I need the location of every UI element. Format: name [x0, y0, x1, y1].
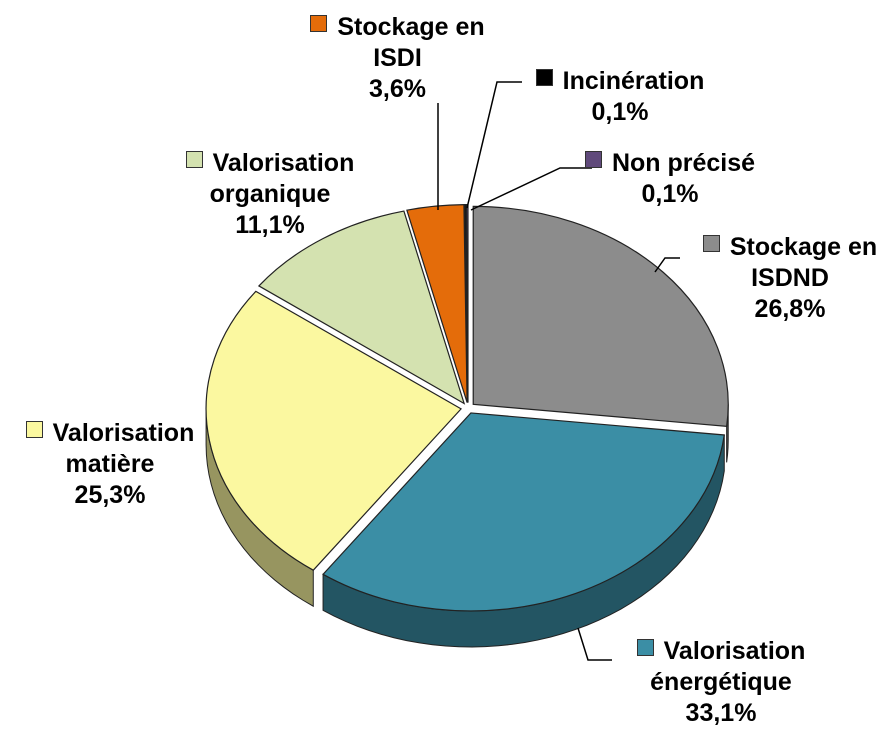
leader-line	[654, 257, 680, 273]
category-label: Incinération	[562, 67, 705, 95]
category-label: Stockage en ISDI	[337, 13, 485, 72]
data-label: Valorisation organique 11,1%	[150, 148, 390, 241]
legend-swatch	[636, 639, 654, 656]
leader-line	[577, 627, 612, 661]
legend-swatch	[535, 69, 553, 86]
value-label: 11,1%	[235, 211, 305, 239]
slice	[472, 205, 729, 428]
data-label: Valorisation énergétique 33,1%	[596, 636, 846, 729]
slice	[257, 210, 466, 405]
data-label: Stockage en ISDND 26,8%	[690, 232, 890, 325]
legend-swatch	[185, 151, 203, 168]
value-label: 3,6%	[369, 75, 426, 103]
data-label: Valorisation matière 25,3%	[0, 418, 220, 511]
leader-line	[470, 167, 592, 211]
value-label: 25,3%	[74, 481, 146, 509]
value-label: 33,1%	[685, 699, 757, 727]
value-label: 0,1%	[591, 98, 649, 126]
category-label: Valorisation énergétique	[650, 637, 806, 696]
category-label: Non précisé	[611, 149, 756, 177]
value-label: 26,8%	[754, 295, 826, 323]
legend-swatch	[702, 235, 720, 252]
legend-swatch	[310, 15, 328, 32]
slice	[322, 412, 725, 612]
data-label: Incinération 0,1%	[515, 66, 725, 128]
category-label: Valorisation matière	[52, 419, 195, 478]
category-label: Valorisation organique	[209, 149, 355, 208]
category-label: Stockage en ISDND	[729, 233, 878, 292]
slice	[205, 290, 463, 571]
legend-swatch	[584, 151, 602, 168]
slice	[406, 204, 468, 403]
leader-line	[466, 81, 522, 209]
data-label: Stockage en ISDI 3,6%	[285, 12, 510, 105]
legend-swatch	[25, 421, 43, 438]
data-label: Non précisé 0,1%	[570, 148, 770, 210]
value-label: 0,1%	[641, 180, 699, 208]
